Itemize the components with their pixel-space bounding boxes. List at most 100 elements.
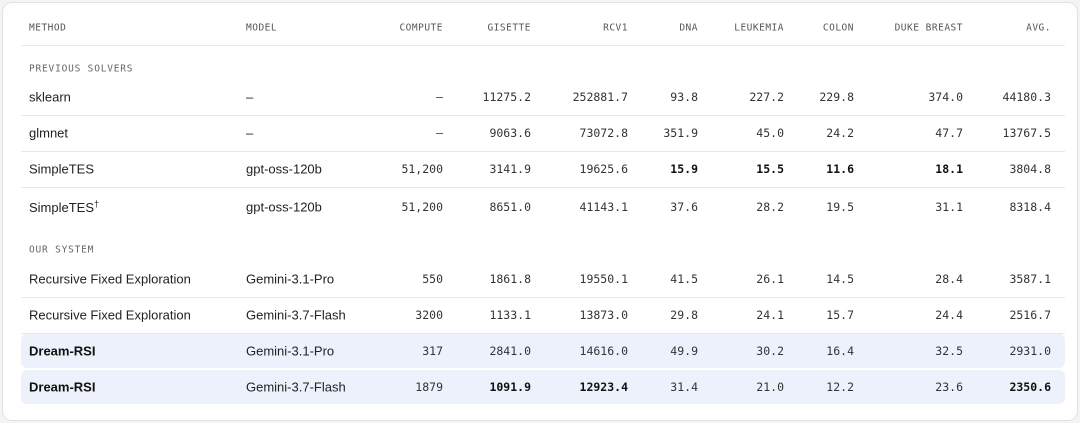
value-cell: 15.5	[756, 162, 784, 176]
row-highlight	[21, 334, 1065, 368]
value-cell: 12.2	[826, 380, 854, 394]
value-cell: 24.1	[756, 308, 784, 322]
value-cell: 2841.0	[489, 344, 531, 358]
column-header: COLON	[822, 22, 854, 34]
value-cell: 24.4	[935, 308, 963, 322]
value-cell: 1879	[415, 380, 443, 394]
method-cell: Dream-RSI	[29, 343, 96, 359]
value-cell: 19.5	[826, 200, 854, 214]
column-header: LEUKEMIA	[734, 22, 784, 34]
column-header: RCV1	[603, 22, 628, 34]
model-cell: –	[246, 89, 254, 105]
value-cell: 550	[422, 272, 443, 286]
row-divider	[21, 297, 1065, 298]
value-cell: 31.4	[670, 380, 698, 394]
value-cell: 24.2	[826, 126, 854, 140]
column-header: AVG.	[1026, 22, 1051, 34]
model-cell: –	[246, 125, 254, 141]
model-cell: gpt-oss-120b	[246, 161, 322, 177]
row-divider	[21, 187, 1065, 188]
value-cell: 8318.4	[1009, 200, 1051, 214]
value-cell: 227.2	[749, 90, 784, 104]
value-cell: 26.1	[756, 272, 784, 286]
model-cell: Gemini-3.7-Flash	[246, 379, 346, 395]
value-cell: 29.8	[670, 308, 698, 322]
method-cell: SimpleTES†	[29, 198, 100, 216]
value-cell: 11.6	[826, 162, 854, 176]
value-cell: 2516.7	[1009, 308, 1051, 322]
value-cell: 9063.6	[489, 126, 531, 140]
value-cell: 28.2	[756, 200, 784, 214]
value-cell: 19625.6	[579, 162, 628, 176]
value-cell: 13873.0	[579, 308, 628, 322]
section-label: OUR SYSTEM	[29, 244, 95, 256]
value-cell: 14.5	[826, 272, 854, 286]
model-cell: Gemini-3.1-Pro	[246, 271, 335, 287]
value-cell: 19550.1	[579, 272, 628, 286]
method-cell: Dream-RSI	[29, 379, 96, 395]
value-cell: 13767.5	[1002, 126, 1051, 140]
method-cell: sklearn	[29, 89, 71, 105]
value-cell: 12923.4	[579, 380, 628, 394]
value-cell: 374.0	[928, 90, 963, 104]
model-cell: Gemini-3.7-Flash	[246, 307, 346, 323]
value-cell: 41143.1	[579, 200, 628, 214]
value-cell: 37.6	[670, 200, 698, 214]
method-cell: Recursive Fixed Exploration	[29, 307, 191, 323]
value-cell: 14616.0	[579, 344, 628, 358]
value-cell: 93.8	[670, 90, 698, 104]
method-cell: Recursive Fixed Exploration	[29, 271, 191, 287]
value-cell: 1091.9	[489, 380, 531, 394]
value-cell: 21.0	[756, 380, 784, 394]
method-cell: glmnet	[29, 125, 69, 141]
row-divider	[21, 115, 1065, 116]
value-cell: 1133.1	[489, 308, 531, 322]
value-cell: 351.9	[663, 126, 698, 140]
column-header: DUKE BREAST	[894, 22, 963, 34]
column-header: DNA	[679, 22, 698, 34]
value-cell: 2931.0	[1009, 344, 1051, 358]
row-divider	[21, 151, 1065, 152]
value-cell: 3200	[415, 308, 443, 322]
value-cell: 44180.3	[1002, 90, 1051, 104]
value-cell: 252881.7	[572, 90, 628, 104]
footnote-mark: †	[94, 198, 100, 209]
row-highlight	[21, 370, 1065, 404]
value-cell: –	[436, 90, 443, 104]
model-cell: gpt-oss-120b	[246, 199, 322, 215]
value-cell: 49.9	[670, 344, 698, 358]
row-divider	[21, 333, 1065, 334]
value-cell: 3141.9	[489, 162, 531, 176]
header-divider	[21, 45, 1065, 46]
value-cell: 51,200	[401, 200, 443, 214]
value-cell: 31.1	[935, 200, 963, 214]
value-cell: 229.8	[819, 90, 854, 104]
section-label: PREVIOUS SOLVERS	[29, 63, 134, 75]
value-cell: 41.5	[670, 272, 698, 286]
column-header: MODEL	[246, 22, 278, 34]
value-cell: 15.7	[826, 308, 854, 322]
value-cell: 47.7	[935, 126, 963, 140]
value-cell: –	[436, 126, 443, 140]
value-cell: 32.5	[935, 344, 963, 358]
model-cell: Gemini-3.1-Pro	[246, 343, 335, 359]
value-cell: 1861.8	[489, 272, 531, 286]
column-header: GISETTE	[487, 22, 531, 34]
value-cell: 30.2	[756, 344, 784, 358]
method-cell: SimpleTES	[29, 161, 95, 177]
value-cell: 2350.6	[1009, 380, 1051, 394]
value-cell: 51,200	[401, 162, 443, 176]
value-cell: 28.4	[935, 272, 963, 286]
value-cell: 8651.0	[489, 200, 531, 214]
value-cell: 11275.2	[482, 90, 531, 104]
value-cell: 45.0	[756, 126, 784, 140]
column-header: COMPUTE	[399, 22, 443, 34]
value-cell: 16.4	[826, 344, 854, 358]
value-cell: 18.1	[935, 162, 963, 176]
value-cell: 317	[422, 344, 443, 358]
value-cell: 15.9	[670, 162, 698, 176]
value-cell: 73072.8	[579, 126, 628, 140]
value-cell: 3804.8	[1009, 162, 1051, 176]
column-header: METHOD	[29, 22, 67, 34]
